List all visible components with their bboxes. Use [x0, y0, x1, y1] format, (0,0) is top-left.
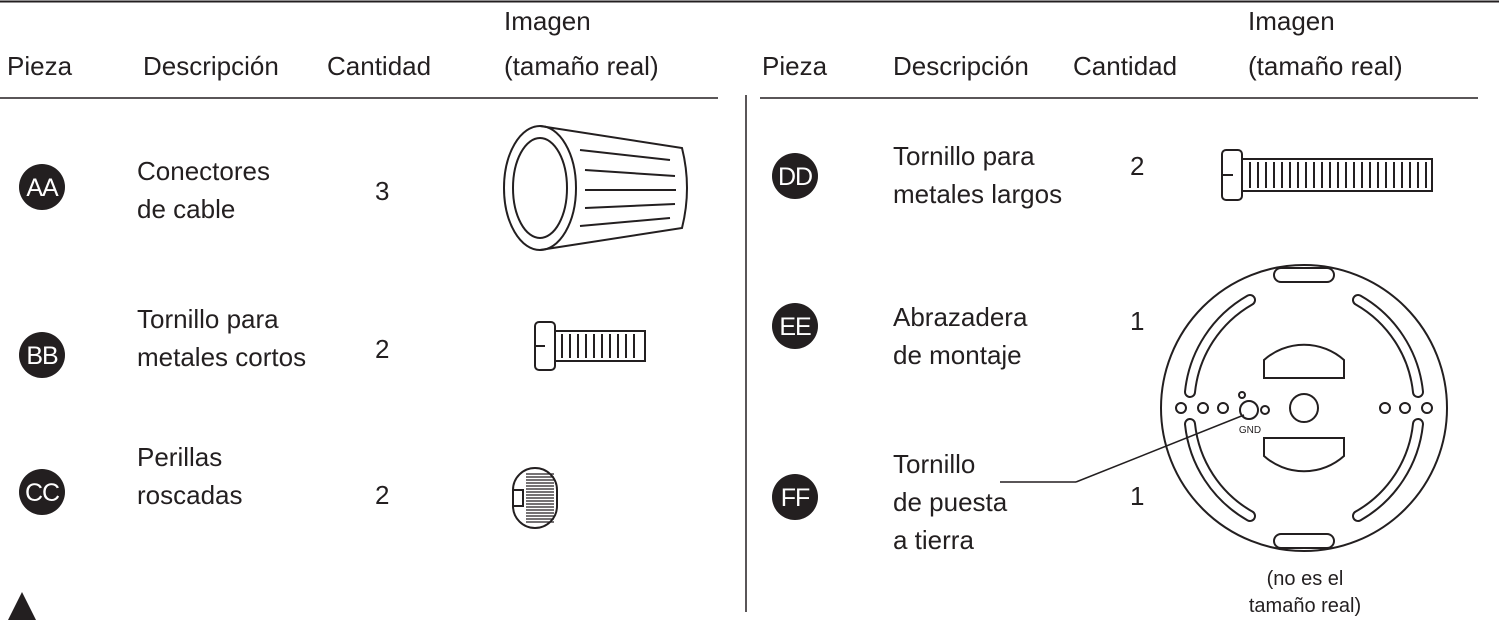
part-id: DD	[778, 163, 812, 191]
header-image: Imagen	[1248, 6, 1335, 36]
illustrations	[503, 125, 1448, 552]
part-id: FF	[781, 484, 810, 512]
part-badge	[19, 164, 65, 210]
short-screw-image	[534, 321, 646, 371]
part-description: de montaje	[893, 340, 1022, 370]
header-part: Pieza	[7, 51, 73, 81]
part-description: Tornillo	[893, 449, 975, 479]
part-quantity: 1	[1130, 481, 1144, 511]
ground-label: GND	[1239, 425, 1261, 436]
header-part: Pieza	[762, 51, 828, 81]
wire-connector-image	[503, 125, 688, 251]
part-badge	[772, 153, 818, 199]
part-id: BB	[26, 342, 58, 370]
part-description: a tierra	[893, 525, 974, 555]
part-quantity: 1	[1130, 306, 1144, 336]
header-image: (tamaño real)	[504, 51, 659, 81]
header-quantity: Cantidad	[1073, 51, 1177, 81]
part-description: metales largos	[893, 179, 1062, 209]
bracket-note: (no es el	[1267, 568, 1344, 590]
part-description: de cable	[137, 194, 235, 224]
header-image: Imagen	[504, 6, 591, 36]
part-description: roscadas	[137, 480, 243, 510]
header-image: (tamaño real)	[1248, 51, 1403, 81]
bracket-note: tamaño real)	[1249, 595, 1361, 617]
part-description: de puesta	[893, 487, 1008, 517]
part-description: Perillas	[137, 442, 222, 472]
part-id: AA	[26, 174, 59, 202]
part-id: EE	[779, 313, 811, 341]
warning-icon	[8, 592, 36, 620]
part-quantity: 2	[375, 480, 389, 510]
part-description: Conectores	[137, 156, 270, 186]
part-quantity: 2	[375, 334, 389, 364]
part-description: Tornillo para	[893, 141, 1035, 171]
part-id: CC	[25, 479, 60, 507]
part-description: metales cortos	[137, 342, 306, 372]
header-description: Descripción	[893, 51, 1029, 81]
part-badge	[19, 332, 65, 378]
part-badge	[772, 303, 818, 349]
part-badge	[772, 474, 818, 520]
part-quantity: 2	[1130, 151, 1144, 181]
mounting-bracket-image	[1000, 264, 1448, 552]
part-quantity: 3	[375, 176, 389, 206]
header-quantity: Cantidad	[327, 51, 431, 81]
part-badge	[19, 469, 65, 515]
part-description: Abrazadera	[893, 302, 1028, 332]
header-description: Descripción	[143, 51, 279, 81]
thumb-nut-image	[512, 467, 558, 529]
long-screw-image	[1221, 149, 1433, 201]
part-description: Tornillo para	[137, 304, 279, 334]
